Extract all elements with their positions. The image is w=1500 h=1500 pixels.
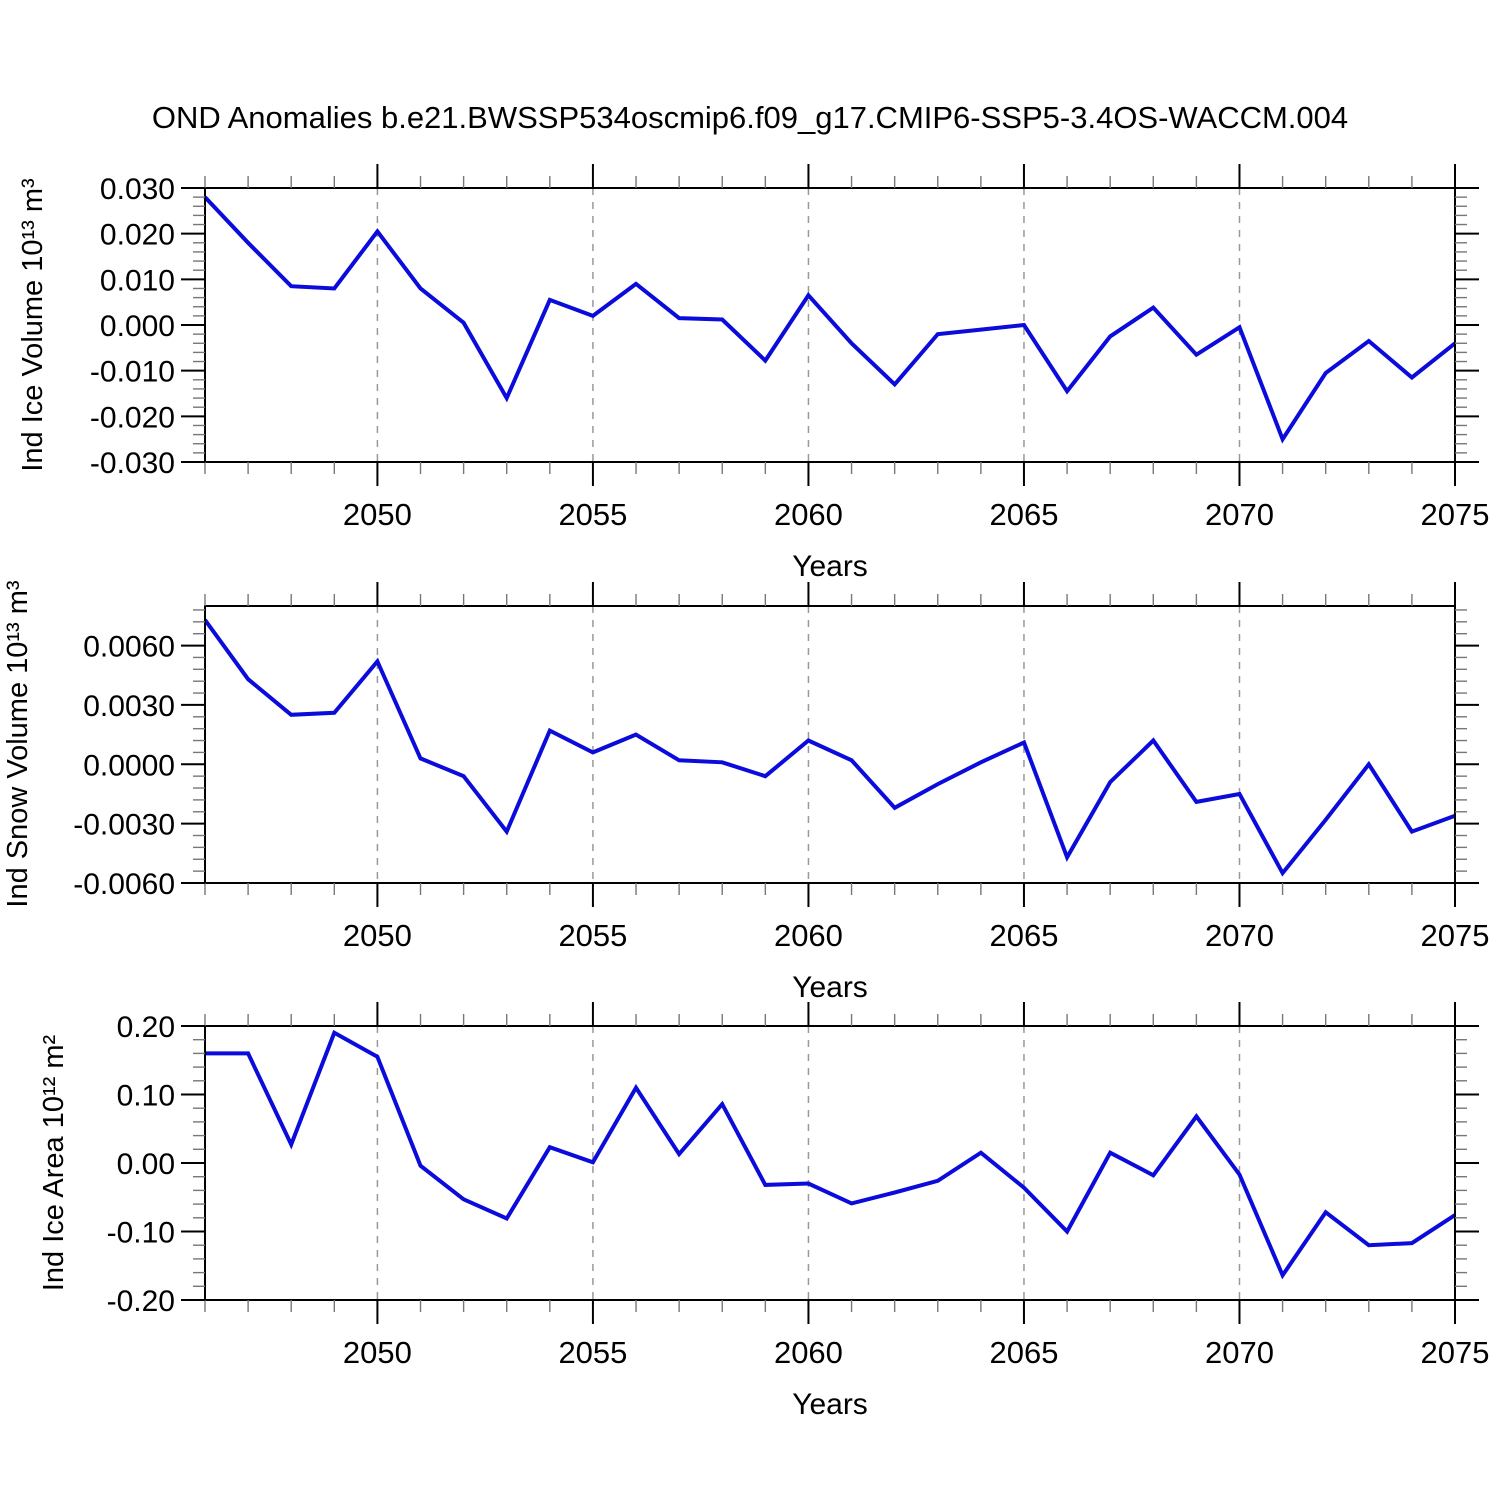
x-tick-label: 2060 (774, 1335, 843, 1370)
y-tick-label: 0.030 (100, 173, 175, 206)
x-tick-label: 2065 (989, 918, 1058, 953)
panel-snow-volume: 2050 2055 2060 2065 2070 2075 0.0060 0.0030 0.00… (73, 582, 1489, 953)
plot-border (204, 605, 1456, 884)
x-tick-label: 2055 (558, 497, 627, 532)
plot-border (204, 1025, 1456, 1301)
panel-ice-area: 2050 2055 2060 2065 2070 2075 0.20 0.10 0.00 -0.1… (107, 1002, 1490, 1370)
x-axis-title-panel-3: Years (792, 1388, 868, 1421)
y-tick-label: 0.000 (100, 310, 175, 343)
x-tick-label: 2070 (1205, 497, 1274, 532)
y-tick-label: 0.0060 (83, 631, 175, 664)
x-axis-title-panel-1: Years (792, 550, 868, 583)
y-tick-label: 0.010 (100, 264, 175, 297)
y-tick-label: 0.10 (117, 1080, 175, 1113)
x-tick-label: 2060 (774, 918, 843, 953)
y-tick-label: -0.010 (90, 356, 175, 389)
y-tick-label: -0.10 (107, 1217, 175, 1250)
y-tick-label: 0.20 (117, 1011, 175, 1044)
panel-ice-volume: 2050 2055 2060 2065 2070 2075 0.030 0.020 0.010 0… (90, 164, 1490, 532)
x-tick-label: 2050 (343, 1335, 412, 1370)
x-tick-label: 2050 (343, 497, 412, 532)
y-tick-label: 0.0000 (83, 749, 175, 782)
y-tick-label: -0.0060 (73, 868, 175, 901)
y-tick-label: -0.20 (107, 1285, 175, 1318)
series-line (203, 195, 1457, 444)
plot-border (204, 187, 1456, 463)
x-tick-label: 2075 (1421, 497, 1490, 532)
x-tick-label: 2055 (558, 918, 627, 953)
x-tick-label: 2065 (989, 497, 1058, 532)
series-line (203, 618, 1456, 877)
x-tick-label: 2070 (1205, 1335, 1274, 1370)
series-line (205, 1029, 1457, 1280)
x-axis-title-panel-2: Years (792, 971, 868, 1004)
page-title: OND Anomalies b.e21.BWSSP534oscmip6.f09_… (151, 100, 1349, 135)
y-tick-label: 0.020 (100, 219, 175, 252)
x-tick-label: 2060 (774, 497, 843, 532)
x-tick-label: 2050 (343, 918, 412, 953)
y-tick-label: 0.00 (117, 1148, 175, 1181)
y-tick-label: 0.0030 (83, 690, 175, 723)
x-tick-label: 2075 (1421, 1335, 1490, 1370)
x-tick-label: 2075 (1421, 918, 1490, 953)
x-tick-label: 2070 (1205, 918, 1274, 953)
x-tick-label: 2065 (989, 1335, 1058, 1370)
y-tick-label: -0.020 (90, 401, 175, 434)
y-tick-label: -0.030 (90, 447, 175, 480)
x-tick-label: 2055 (558, 1335, 627, 1370)
y-tick-label: -0.0030 (73, 809, 175, 842)
